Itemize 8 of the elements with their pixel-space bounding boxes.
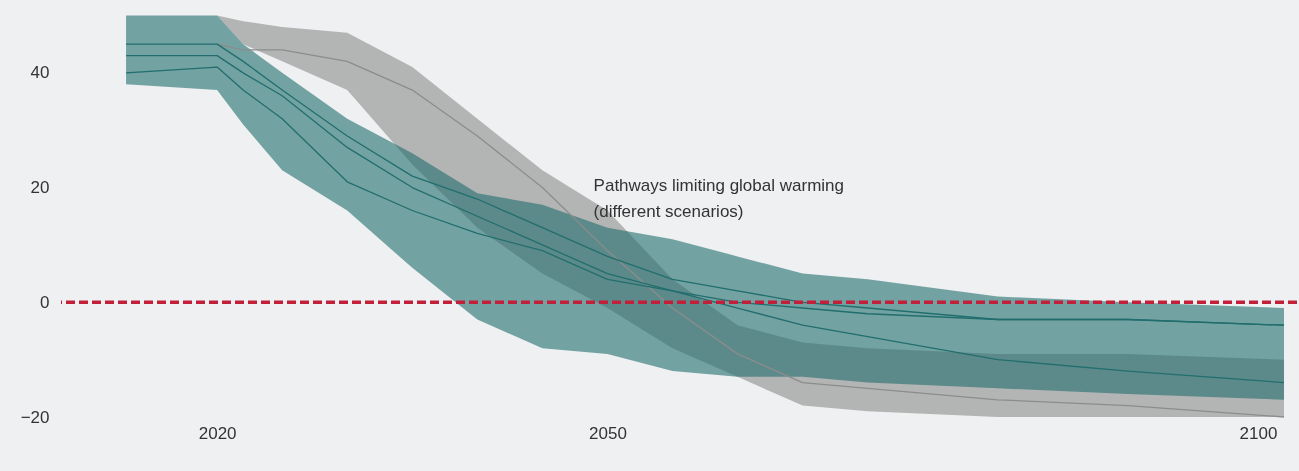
y-tick-label: −20 — [20, 407, 50, 427]
y-tick-label: 40 — [30, 63, 50, 83]
annotation: Pathways limiting global warming (different scenarios) — [593, 176, 844, 222]
x-tick-label: 2050 — [589, 423, 627, 443]
y-tick-label: 20 — [30, 178, 50, 198]
x-tick-label: 2100 — [1239, 423, 1278, 443]
y-tick-label: 0 — [40, 292, 50, 312]
x-tick-label: 2020 — [198, 423, 237, 443]
